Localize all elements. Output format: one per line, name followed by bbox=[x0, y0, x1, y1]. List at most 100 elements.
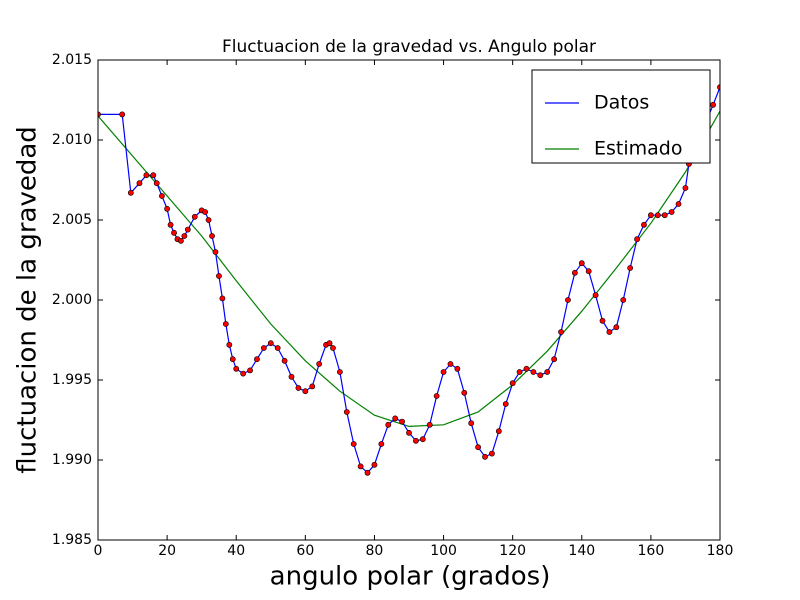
data-point bbox=[136, 180, 143, 187]
y-tick-label: 2.005 bbox=[52, 212, 92, 228]
data-point bbox=[509, 380, 516, 387]
data-point bbox=[364, 469, 371, 476]
data-point bbox=[302, 388, 309, 395]
x-tick-label: 20 bbox=[158, 543, 176, 559]
data-point bbox=[482, 453, 488, 460]
data-point bbox=[281, 357, 288, 364]
x-tick-label: 120 bbox=[499, 543, 526, 559]
x-tick-label: 40 bbox=[227, 543, 245, 559]
x-tick-label: 140 bbox=[568, 543, 595, 559]
y-tick-label: 1.985 bbox=[52, 532, 92, 548]
data-point bbox=[184, 226, 191, 233]
data-point bbox=[717, 84, 720, 91]
data-point bbox=[502, 401, 509, 407]
data-point bbox=[219, 295, 226, 302]
data-point bbox=[661, 212, 668, 219]
data-point bbox=[316, 361, 323, 367]
data-point bbox=[620, 297, 627, 303]
data-point bbox=[399, 418, 405, 425]
legend-label: Estimado bbox=[594, 138, 682, 160]
data-point bbox=[260, 345, 267, 351]
data-point bbox=[357, 463, 364, 470]
data-point bbox=[202, 209, 209, 215]
data-point bbox=[295, 385, 302, 391]
x-tick-label: 160 bbox=[638, 543, 665, 559]
data-point bbox=[171, 229, 177, 236]
data-point bbox=[378, 441, 385, 447]
data-point bbox=[433, 393, 440, 399]
data-point bbox=[592, 292, 599, 299]
x-axis-label: angulo polar (grados) bbox=[270, 562, 551, 592]
y-tick-label: 2.000 bbox=[52, 292, 92, 308]
data-line bbox=[98, 110, 720, 428]
data-point bbox=[634, 236, 640, 243]
data-point bbox=[544, 369, 551, 375]
chart-title: Fluctuacion de la gravedad vs. Angulo po… bbox=[222, 37, 596, 57]
data-point bbox=[233, 365, 240, 372]
data-point bbox=[461, 389, 468, 396]
data-point bbox=[212, 249, 219, 255]
data-point bbox=[489, 450, 495, 457]
data-point bbox=[454, 365, 461, 372]
data-point bbox=[406, 429, 412, 436]
y-tick-label: 2.010 bbox=[52, 132, 92, 148]
data-point bbox=[209, 233, 215, 239]
data-point bbox=[551, 356, 558, 363]
data-point bbox=[516, 369, 523, 375]
data-point bbox=[675, 201, 682, 207]
data-point bbox=[143, 172, 150, 179]
data-point bbox=[647, 212, 654, 219]
data-point bbox=[565, 297, 571, 303]
data-point bbox=[150, 172, 157, 179]
data-point bbox=[440, 369, 447, 375]
data-point bbox=[153, 180, 160, 187]
data-point bbox=[392, 415, 399, 422]
data-point bbox=[330, 345, 336, 351]
x-tick-label: 100 bbox=[430, 543, 457, 559]
plot-frame bbox=[97, 59, 721, 541]
data-point bbox=[371, 461, 378, 468]
data-point bbox=[537, 372, 544, 379]
y-tick-label: 2.015 bbox=[52, 52, 92, 68]
data-point bbox=[710, 101, 716, 108]
data-point bbox=[571, 269, 578, 276]
data-point bbox=[178, 237, 184, 244]
data-point bbox=[668, 209, 675, 215]
data-point bbox=[654, 212, 661, 219]
data-point bbox=[447, 361, 454, 367]
data-point bbox=[205, 217, 212, 223]
data-point bbox=[585, 268, 592, 275]
data-point bbox=[254, 356, 260, 363]
data-point bbox=[468, 420, 475, 427]
data-point bbox=[167, 221, 174, 228]
data-point bbox=[288, 373, 295, 380]
data-point bbox=[419, 436, 426, 443]
data-point bbox=[229, 356, 236, 363]
data-point bbox=[164, 205, 171, 212]
data-point bbox=[267, 340, 274, 347]
data-point bbox=[309, 383, 316, 390]
data-point bbox=[336, 369, 343, 375]
data-point bbox=[682, 185, 689, 191]
data-point bbox=[226, 341, 233, 348]
data-point bbox=[558, 329, 564, 335]
data-point bbox=[350, 441, 357, 447]
data-point bbox=[216, 273, 222, 279]
data-point bbox=[274, 345, 281, 351]
data-point bbox=[606, 329, 613, 335]
data-point bbox=[530, 369, 537, 375]
data-point bbox=[181, 233, 188, 239]
y-tick-label: 1.990 bbox=[52, 452, 92, 468]
data-point bbox=[222, 321, 229, 327]
y-axis-label: fluctuacion de la gravedad bbox=[13, 126, 43, 474]
y-tick-label: 1.995 bbox=[52, 372, 92, 388]
data-point bbox=[240, 370, 247, 377]
data-point bbox=[426, 421, 433, 428]
x-tick-label: 0 bbox=[94, 543, 103, 559]
data-point bbox=[495, 428, 502, 435]
x-tick-label: 60 bbox=[296, 543, 314, 559]
data-point bbox=[613, 324, 620, 331]
data-point bbox=[523, 365, 530, 372]
data-point bbox=[641, 221, 647, 228]
